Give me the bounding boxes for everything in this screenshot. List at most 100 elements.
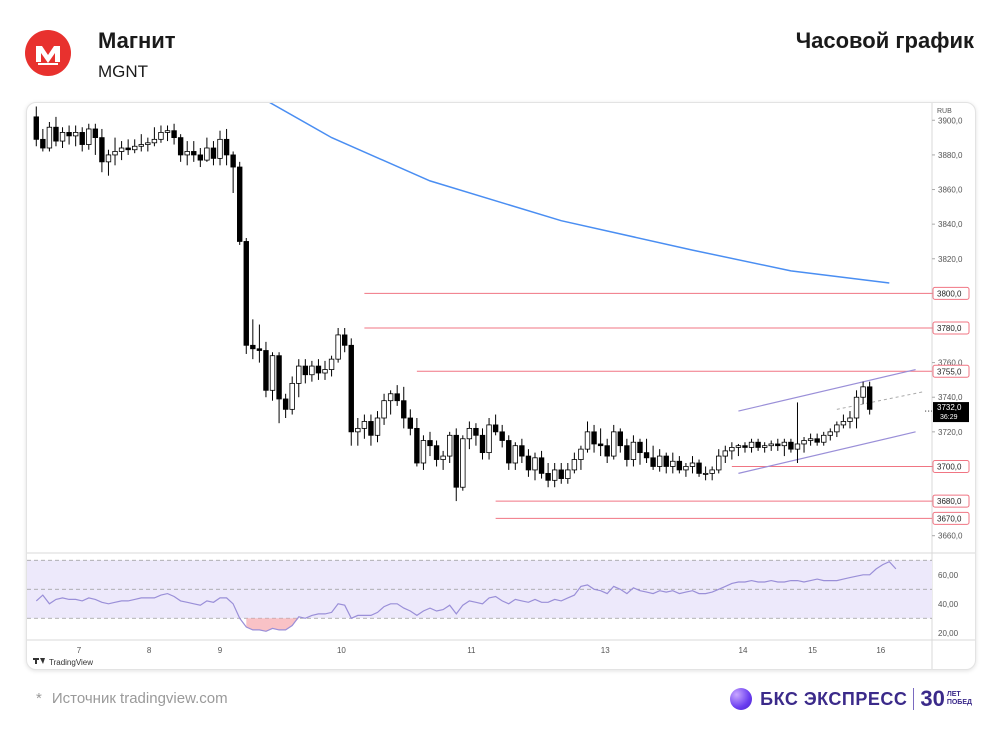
candle-body: [656, 455, 663, 467]
candle-body: [827, 431, 833, 436]
candle-body: [866, 386, 873, 410]
candle-body: [492, 424, 499, 433]
candle-body: [532, 457, 538, 471]
candle-body: [355, 427, 361, 433]
price-tick-label: 3820,0: [938, 255, 963, 264]
time-tick-label: 10: [337, 646, 346, 655]
bar-countdown-timer: 36:29: [940, 414, 958, 421]
candle-body: [46, 126, 53, 149]
candle-body: [86, 128, 92, 145]
candle-body: [66, 132, 72, 137]
candle-body: [591, 431, 597, 445]
rsi-line: [35, 560, 897, 632]
candle-body: [328, 358, 335, 370]
currency-label: RUB: [937, 108, 952, 115]
candle-body: [92, 128, 99, 139]
candlestick-chart[interactable]: RUB3660,03680,03700,03720,03740,03760,03…: [27, 103, 975, 669]
level-price-label: 3780,0: [937, 324, 962, 333]
candle-body: [853, 396, 860, 419]
candle-body: [814, 438, 820, 443]
brand-years-number: 30: [920, 686, 945, 711]
sma-line: [269, 103, 890, 284]
candle-body: [407, 417, 414, 429]
candle-body: [204, 147, 210, 161]
candle-body: [394, 393, 400, 402]
candle-body: [571, 459, 578, 471]
candle-body: [473, 427, 479, 436]
candle-body: [381, 400, 387, 419]
candle-body: [781, 441, 788, 447]
candle-body: [512, 445, 519, 464]
level-price-tag: [932, 286, 970, 300]
candle-body: [145, 142, 151, 145]
candle-body: [72, 132, 79, 137]
price-tick-label: 3860,0: [938, 186, 963, 195]
level-price-label: 3800,0: [937, 289, 962, 298]
time-tick-label: 13: [601, 646, 610, 655]
time-tick-label: 7: [77, 646, 82, 655]
candle-body: [223, 138, 230, 156]
price-tick-label: 3720,0: [938, 428, 963, 437]
header: Магнит MGNT Часовой график: [0, 0, 1000, 95]
channel-lower-line: [738, 431, 916, 474]
bks-logo-icon: [730, 688, 753, 710]
tradingview-watermark: TradingView: [49, 658, 93, 667]
candle-body: [847, 417, 853, 422]
candle-body: [387, 393, 394, 402]
level-price-tag: [932, 459, 970, 473]
rsi-tick-label: 60,00: [938, 571, 959, 580]
candle-body: [696, 462, 702, 474]
time-tick-label: 16: [876, 646, 885, 655]
candle-body: [184, 151, 190, 156]
candle-body: [538, 457, 545, 474]
candle-body: [125, 147, 131, 151]
candle-body: [597, 443, 604, 447]
candle-body: [742, 445, 748, 448]
candle-body: [191, 151, 197, 156]
candle-body: [59, 132, 66, 142]
candle-body: [834, 424, 840, 433]
candle-body: [197, 154, 204, 161]
candle-body: [860, 386, 866, 398]
candle-body: [624, 445, 630, 460]
candle-body: [40, 138, 46, 149]
source-note: * Источник tradingview.com: [36, 690, 228, 707]
last-price-tag: [933, 402, 969, 423]
candle-body: [361, 421, 368, 429]
candle-body: [604, 445, 610, 457]
candle-body: [519, 445, 525, 457]
candle-body: [132, 145, 138, 151]
candle-body: [729, 447, 735, 452]
candle-body: [486, 424, 492, 454]
candle-body: [302, 365, 309, 376]
candle-body: [821, 434, 827, 443]
candle-body: [630, 441, 637, 460]
footnote-star: *: [36, 690, 42, 707]
candle-body: [420, 440, 427, 464]
rsi-tick-label: 40,00: [938, 600, 959, 609]
candle-body: [716, 455, 722, 471]
candle-body: [269, 355, 276, 391]
candle-body: [53, 126, 59, 142]
level-price-label: 3755,0: [937, 367, 962, 376]
time-tick-label: 15: [808, 646, 817, 655]
candle-body: [794, 443, 801, 450]
channel-upper-line: [738, 368, 916, 412]
candle-body: [282, 398, 289, 410]
candle-body: [722, 450, 728, 457]
level-price-tag: [932, 494, 970, 508]
level-price-label: 3700,0: [937, 462, 962, 471]
time-tick-label: 14: [739, 646, 748, 655]
candle-body: [342, 334, 348, 346]
candle-body: [755, 441, 761, 448]
chart-timeframe-title: Часовой график: [795, 28, 974, 53]
candle-body: [670, 460, 676, 467]
source-text: Источник tradingview.com: [51, 690, 228, 707]
candle-body: [250, 344, 256, 350]
candle-body: [453, 434, 459, 488]
time-tick-label: 8: [147, 646, 152, 655]
candle-body: [499, 431, 505, 441]
price-tick-label: 3900,0: [938, 116, 963, 125]
price-tick-label: 3760,0: [938, 359, 963, 368]
candle-body: [335, 334, 341, 360]
